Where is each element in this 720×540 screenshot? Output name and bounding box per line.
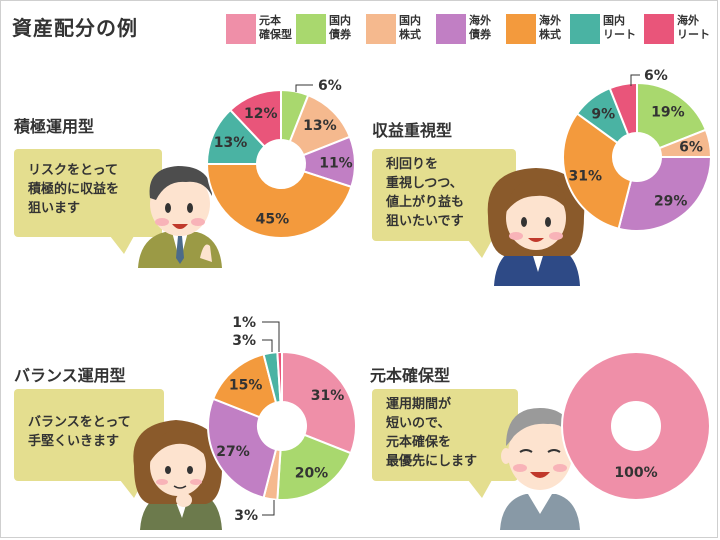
slice-label: 1% [232,315,256,331]
speech-bubble-principal: 運用期間が 短いので、 元本確保を 最優先にします [372,389,518,481]
speech-text: リスクをとって 積極的に収益を 狙います [28,163,120,216]
person-man-icon [138,166,222,268]
legend-label: 国内 リート [603,14,636,41]
pie-slice [276,433,353,501]
section-title-aggressive: 積極運用型 [14,117,95,136]
speech-text: 利回りを 重視しつつ、 値上がり益も 狙いたいです [386,157,465,229]
pie-slice [562,112,633,230]
donut-chart: 6% 13% 11% 45% 13% 12% [205,78,356,239]
section-title-principal: 元本確保型 [370,366,451,385]
legend-swatch [570,14,600,44]
speech-text: バランスをとって 手堅くいきます [28,415,131,449]
callout-line [630,74,640,86]
slice-label: 45% [256,211,290,227]
callout-line [262,321,280,352]
pie-slice [205,163,353,239]
legend-swatch [296,14,326,44]
callout-line [262,339,273,352]
legend-swatch [506,14,536,44]
legend-label: 海外 株式 [539,14,561,41]
slice-label: 15% [229,378,263,394]
slice-label: 9% [591,107,615,123]
slice-label: 100% [614,465,657,481]
pie-slice [207,397,278,499]
slice-label: 11% [319,155,353,171]
pie-slice [617,156,713,232]
slice-label: 20% [295,465,329,481]
section-title-yield: 収益重視型 [372,121,453,140]
pie-slice [281,350,357,455]
legend-label: 元本 確保型 [259,14,292,41]
legend-swatch [644,14,674,44]
legend-swatch [436,14,466,44]
donut-chart: 31% 20% 3% 27% 15% 3% 1% [207,315,357,524]
legend-label: 国内 債券 [329,14,351,41]
legend-swatch [366,14,396,44]
donut-chart: 19% 6% 29% 31% 9% 6% [562,68,713,232]
slice-label: 12% [244,106,278,122]
slice-label: 29% [654,193,688,209]
slice-label: 31% [568,169,602,185]
slice-label: 6% [318,78,342,94]
legend-label: 海外 リート [677,14,710,41]
page-title: 資産配分の例 [12,16,138,40]
legend-swatch [226,14,256,44]
callout-line [262,500,275,516]
pie-slice [276,350,283,404]
slice-label: 6% [644,68,668,84]
speech-bubble-tail [468,480,492,498]
speech-bubble-yield: 利回りを 重視しつつ、 値上がり益も 狙いたいです [372,149,516,241]
legend-label: 海外 債券 [469,14,491,41]
speech-text: 運用期間が 短いので、 元本確保を 最優先にします [386,397,478,469]
person-elder-icon [500,408,580,530]
pie-slice [561,351,712,501]
speech-bubble-tail [468,240,492,258]
slice-label: 13% [303,118,337,134]
slice-label: 19% [651,105,685,121]
slice-label: 13% [214,135,248,151]
slice-label: 3% [232,333,256,349]
person-woman-thinking-icon [133,420,223,530]
speech-bubble-tail [110,236,134,254]
slice-label: 31% [311,388,345,404]
callout-line [295,84,313,92]
pie-slice [228,88,282,148]
pie-slice [636,81,708,150]
slice-label: 6% [679,140,703,156]
slice-label: 3% [234,508,258,524]
slice-label: 27% [216,444,250,460]
section-title-balanced: バランス運用型 [14,366,126,385]
donut-chart: 100% [561,351,712,501]
person-woman-icon [487,168,585,286]
legend-label: 国内 株式 [399,14,421,41]
speech-bubble-aggressive: リスクをとって 積極的に収益を 狙います [14,149,162,237]
pie-slice [608,81,638,136]
